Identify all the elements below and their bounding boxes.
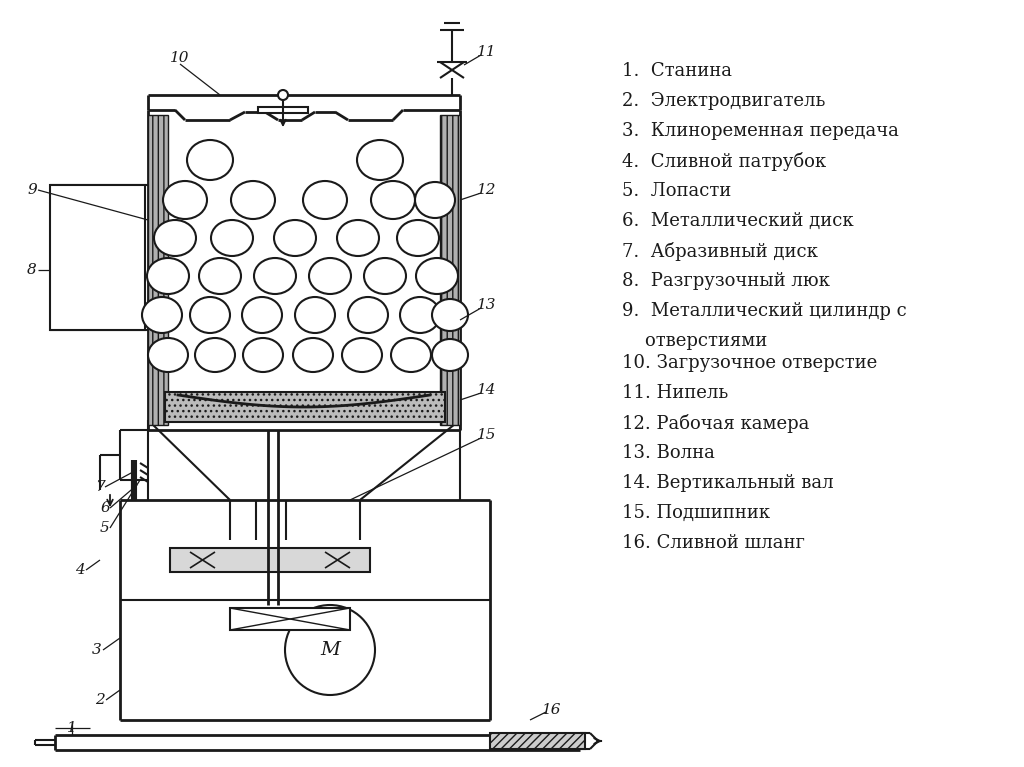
Text: 12. Рабочая камера: 12. Рабочая камера <box>622 414 809 433</box>
Text: 14. Вертикальный вал: 14. Вертикальный вал <box>622 474 834 492</box>
Text: 10: 10 <box>170 51 189 65</box>
Text: 6: 6 <box>100 501 110 515</box>
Ellipse shape <box>154 220 196 256</box>
Ellipse shape <box>348 297 388 333</box>
Text: 4: 4 <box>75 563 85 577</box>
Bar <box>490 733 585 749</box>
Bar <box>230 608 350 630</box>
Ellipse shape <box>357 140 403 180</box>
Ellipse shape <box>242 297 282 333</box>
Text: 1.  Станина: 1. Станина <box>622 62 732 80</box>
Bar <box>440 115 460 425</box>
Ellipse shape <box>254 258 296 294</box>
Text: 7: 7 <box>95 480 104 494</box>
Bar <box>165 392 445 422</box>
Ellipse shape <box>364 258 406 294</box>
Text: 11: 11 <box>477 45 497 59</box>
Ellipse shape <box>199 258 241 294</box>
Ellipse shape <box>148 338 188 372</box>
Text: 7.  Абразивный диск: 7. Абразивный диск <box>622 242 818 261</box>
Circle shape <box>278 90 288 100</box>
Ellipse shape <box>190 297 230 333</box>
Text: 16: 16 <box>543 703 562 717</box>
Bar <box>258 107 308 113</box>
Text: M: M <box>319 641 340 659</box>
Text: 16. Сливной шланг: 16. Сливной шланг <box>622 534 805 552</box>
Text: 3: 3 <box>92 643 101 657</box>
Text: 13: 13 <box>477 298 497 312</box>
Text: 5.  Лопасти: 5. Лопасти <box>622 182 731 200</box>
Ellipse shape <box>243 338 283 372</box>
Ellipse shape <box>295 297 335 333</box>
Text: 3.  Клиноременная передача: 3. Клиноременная передача <box>622 122 899 140</box>
Ellipse shape <box>274 220 316 256</box>
Ellipse shape <box>432 299 468 331</box>
Text: 15. Подшипник: 15. Подшипник <box>622 504 770 522</box>
Text: 8.  Разгрузочный люк: 8. Разгрузочный люк <box>622 272 829 290</box>
Text: 2: 2 <box>95 693 104 707</box>
Ellipse shape <box>231 181 275 219</box>
Ellipse shape <box>187 140 233 180</box>
Text: 14: 14 <box>477 383 497 397</box>
Ellipse shape <box>163 181 207 219</box>
Bar <box>148 115 168 425</box>
Text: 8: 8 <box>27 263 37 277</box>
Bar <box>50 185 145 330</box>
Ellipse shape <box>371 181 415 219</box>
Ellipse shape <box>309 258 351 294</box>
Ellipse shape <box>400 297 440 333</box>
Circle shape <box>285 605 375 695</box>
Ellipse shape <box>397 220 439 256</box>
Ellipse shape <box>147 258 189 294</box>
Text: 5: 5 <box>100 521 110 535</box>
Ellipse shape <box>391 338 431 372</box>
Text: 11. Нипель: 11. Нипель <box>622 384 728 402</box>
Text: 6.  Металлический диск: 6. Металлический диск <box>622 212 854 230</box>
Text: отверстиями: отверстиями <box>622 332 767 350</box>
Text: 4.  Сливной патрубок: 4. Сливной патрубок <box>622 152 826 171</box>
Text: 1: 1 <box>68 721 77 735</box>
Ellipse shape <box>303 181 347 219</box>
Ellipse shape <box>142 297 182 333</box>
Ellipse shape <box>195 338 234 372</box>
Text: 15: 15 <box>477 428 497 442</box>
Text: 9: 9 <box>27 183 37 197</box>
Ellipse shape <box>416 258 458 294</box>
Text: 13. Волна: 13. Волна <box>622 444 715 462</box>
Ellipse shape <box>432 339 468 371</box>
Ellipse shape <box>211 220 253 256</box>
Text: 12: 12 <box>477 183 497 197</box>
Bar <box>170 548 370 572</box>
Text: 10. Загрузочное отверстие: 10. Загрузочное отверстие <box>622 354 878 372</box>
Ellipse shape <box>337 220 379 256</box>
Ellipse shape <box>415 182 455 218</box>
Ellipse shape <box>342 338 382 372</box>
Text: 2.  Электродвигатель: 2. Электродвигатель <box>622 92 825 110</box>
Text: 9.  Металлический цилиндр с: 9. Металлический цилиндр с <box>622 302 906 320</box>
Ellipse shape <box>293 338 333 372</box>
